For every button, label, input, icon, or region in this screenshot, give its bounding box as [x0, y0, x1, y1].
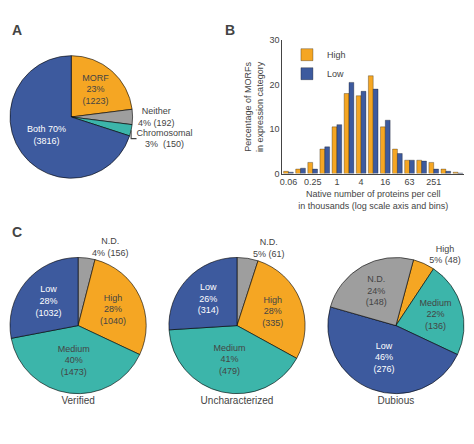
svg-text:B: B — [225, 22, 235, 38]
svg-text:Verified: Verified — [61, 395, 94, 406]
svg-text:High28%(335): High28%(335) — [262, 295, 283, 328]
svg-text:High28%(1040): High28%(1040) — [100, 293, 126, 326]
svg-text:251: 251 — [426, 177, 441, 187]
svg-text:Low: Low — [327, 69, 344, 79]
svg-text:Native number of proteins per: Native number of proteins per cellin tho… — [298, 189, 448, 211]
svg-text:16: 16 — [380, 177, 390, 187]
svg-text:Low26%(314): Low26%(314) — [198, 282, 219, 315]
svg-text:Percentage of MORFsin expressi: Percentage of MORFsin expression categor… — [243, 61, 265, 152]
svg-text:63: 63 — [405, 177, 415, 187]
svg-text:Chromosomal3% (150): Chromosomal3% (150) — [137, 128, 193, 150]
svg-text:30: 30 — [270, 35, 280, 45]
svg-text:Dubious: Dubious — [378, 395, 415, 406]
svg-text:High5% (48): High5% (48) — [429, 244, 461, 266]
svg-text:Medium22%(136): Medium22%(136) — [420, 298, 452, 331]
svg-text:N.D.24%(148): N.D.24%(148) — [366, 274, 387, 307]
svg-text:Low46%(276): Low46%(276) — [373, 341, 394, 374]
svg-text:20: 20 — [270, 80, 280, 90]
svg-text:1: 1 — [334, 177, 339, 187]
svg-text:0: 0 — [275, 169, 280, 179]
svg-text:N.D.4% (156): N.D.4% (156) — [92, 236, 129, 258]
svg-text:Both 70%(3816): Both 70%(3816) — [27, 124, 66, 146]
svg-text:C: C — [12, 224, 22, 240]
svg-text:0.25: 0.25 — [304, 177, 322, 187]
svg-text:MORF23%(1223): MORF23%(1223) — [82, 73, 109, 106]
svg-text:Medium40%(1473): Medium40%(1473) — [58, 344, 90, 377]
svg-text:4: 4 — [359, 177, 364, 187]
svg-text:Uncharacterized: Uncharacterized — [201, 395, 274, 406]
svg-text:N.D.5% (61): N.D.5% (61) — [253, 237, 285, 259]
svg-text:A: A — [12, 22, 22, 38]
svg-text:High: High — [327, 50, 346, 60]
svg-text:Medium41%(479): Medium41%(479) — [213, 343, 245, 376]
svg-text:Low28%(1032): Low28%(1032) — [35, 284, 61, 317]
svg-text:0.06: 0.06 — [280, 177, 298, 187]
svg-text:Neither4% (192): Neither4% (192) — [138, 106, 175, 128]
svg-text:10: 10 — [270, 124, 280, 134]
